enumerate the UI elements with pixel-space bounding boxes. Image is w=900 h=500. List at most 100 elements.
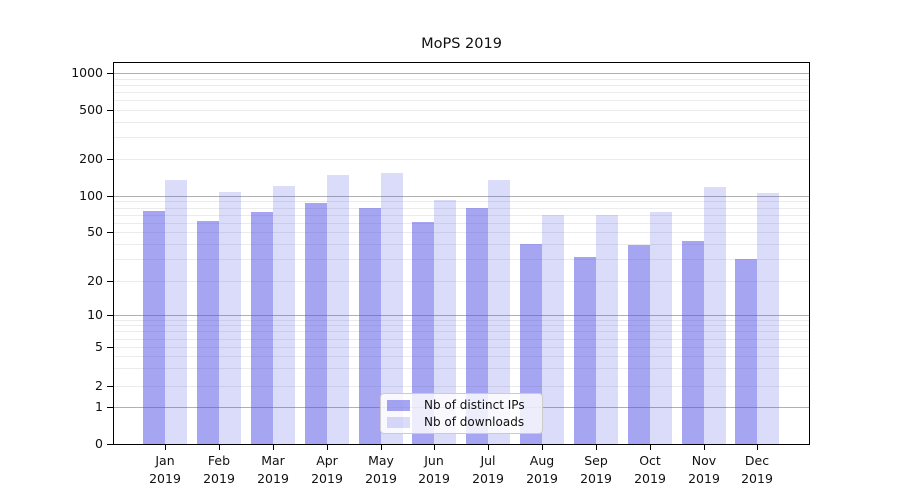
y-tick-mark-1000	[107, 73, 113, 74]
x-tick-mark-jun-2019	[434, 445, 435, 450]
gridline-minor-80	[114, 208, 809, 209]
bar-nb-of-distinct-ips-mar-2019	[251, 212, 273, 444]
bar-nb-of-downloads-apr-2019	[327, 175, 349, 444]
legend-item-distinct-ips: Nb of distinct IPs	[387, 398, 536, 412]
x-tick-mark-apr-2019	[327, 445, 328, 450]
y-tick-label-1000: 1000	[71, 65, 103, 80]
bar-nb-of-downloads-may-2019	[381, 173, 403, 444]
gridline-minor-40	[114, 244, 809, 245]
y-tick-mark-100	[107, 196, 113, 197]
gridline-minor-70	[114, 215, 809, 216]
gridline-minor-30	[114, 259, 809, 260]
legend-swatch-distinct-ips	[387, 399, 410, 411]
legend-item-downloads: Nb of downloads	[387, 415, 536, 429]
y-tick-mark-5	[107, 347, 113, 348]
x-tick-mark-may-2019	[381, 445, 382, 450]
x-tick-label-feb-2019: Feb 2019	[203, 453, 235, 486]
bar-nb-of-downloads-aug-2019	[542, 215, 564, 444]
x-tick-mark-aug-2019	[542, 445, 543, 450]
bar-nb-of-downloads-oct-2019	[650, 212, 672, 444]
bar-nb-of-downloads-mar-2019	[273, 186, 295, 444]
x-tick-label-sep-2019: Sep 2019	[580, 453, 612, 486]
y-tick-label-100: 100	[79, 188, 103, 203]
y-tick-mark-200	[107, 159, 113, 160]
x-tick-label-jan-2019: Jan 2019	[149, 453, 181, 486]
legend-swatch-downloads	[387, 416, 410, 428]
y-tick-label-1: 1	[95, 399, 103, 414]
bar-nb-of-distinct-ips-jun-2019	[412, 222, 434, 444]
y-tick-label-5: 5	[95, 339, 103, 354]
gridline-minor-400	[114, 122, 809, 123]
y-tick-mark-10	[107, 315, 113, 316]
gridline-minor-700	[114, 92, 809, 93]
x-tick-label-aug-2019: Aug 2019	[526, 453, 558, 486]
x-tick-label-apr-2019: Apr 2019	[311, 453, 343, 486]
y-tick-label-500: 500	[79, 102, 103, 117]
gridline-minor-2	[114, 386, 809, 387]
bar-nb-of-distinct-ips-jul-2019	[466, 208, 488, 444]
x-tick-label-jun-2019: Jun 2019	[418, 453, 450, 486]
chart-title: MoPS 2019	[421, 36, 502, 52]
bar-nb-of-distinct-ips-feb-2019	[197, 221, 219, 444]
bar-nb-of-downloads-jul-2019	[488, 180, 510, 444]
y-tick-label-0: 0	[95, 436, 103, 451]
y-tick-label-10: 10	[87, 307, 103, 322]
y-tick-label-50: 50	[87, 224, 103, 239]
gridline-major-1000	[114, 73, 809, 74]
y-tick-mark-2	[107, 386, 113, 387]
bar-nb-of-distinct-ips-may-2019	[359, 208, 381, 444]
y-tick-mark-20	[107, 281, 113, 282]
x-tick-label-mar-2019: Mar 2019	[257, 453, 289, 486]
gridline-minor-90	[114, 201, 809, 202]
bar-nb-of-downloads-jan-2019	[165, 180, 187, 444]
y-tick-label-200: 200	[79, 151, 103, 166]
gridline-minor-7	[114, 331, 809, 332]
bar-nb-of-downloads-nov-2019	[704, 187, 726, 444]
y-tick-mark-50	[107, 232, 113, 233]
gridline-minor-5	[114, 347, 809, 348]
x-tick-label-jul-2019: Jul 2019	[472, 453, 504, 486]
gridline-minor-200	[114, 159, 809, 160]
bar-nb-of-distinct-ips-jan-2019	[143, 211, 165, 444]
gridline-minor-6	[114, 339, 809, 340]
bar-nb-of-distinct-ips-nov-2019	[682, 241, 704, 444]
bar-nb-of-downloads-jun-2019	[434, 200, 456, 444]
bar-nb-of-distinct-ips-oct-2019	[628, 245, 650, 444]
legend-label-distinct-ips: Nb of distinct IPs	[424, 398, 525, 412]
x-tick-label-dec-2019: Dec 2019	[741, 453, 773, 486]
x-tick-mark-sep-2019	[596, 445, 597, 450]
x-tick-mark-oct-2019	[650, 445, 651, 450]
gridline-minor-8	[114, 325, 809, 326]
bar-nb-of-downloads-feb-2019	[219, 192, 241, 444]
gridline-minor-300	[114, 137, 809, 138]
x-tick-mark-dec-2019	[757, 445, 758, 450]
legend: Nb of distinct IPs Nb of downloads	[380, 393, 543, 434]
gridline-minor-900	[114, 79, 809, 80]
x-tick-mark-mar-2019	[273, 445, 274, 450]
gridline-minor-60	[114, 223, 809, 224]
gridline-minor-50	[114, 232, 809, 233]
y-tick-label-20: 20	[87, 273, 103, 288]
y-tick-label-2: 2	[95, 378, 103, 393]
x-tick-mark-jan-2019	[165, 445, 166, 450]
gridline-major-10	[114, 315, 809, 316]
y-tick-mark-500	[107, 110, 113, 111]
gridline-minor-500	[114, 110, 809, 111]
bar-nb-of-distinct-ips-sep-2019	[574, 257, 596, 444]
y-tick-mark-0	[107, 444, 113, 445]
gridline-minor-3	[114, 368, 809, 369]
gridline-minor-600	[114, 100, 809, 101]
bar-nb-of-distinct-ips-dec-2019	[735, 259, 757, 444]
x-tick-label-nov-2019: Nov 2019	[688, 453, 720, 486]
y-tick-mark-1	[107, 407, 113, 408]
gridline-minor-20	[114, 281, 809, 282]
bar-nb-of-downloads-sep-2019	[596, 215, 618, 444]
x-tick-mark-nov-2019	[704, 445, 705, 450]
legend-label-downloads: Nb of downloads	[424, 415, 525, 429]
x-tick-label-oct-2019: Oct 2019	[634, 453, 666, 486]
gridline-minor-4	[114, 356, 809, 357]
gridline-minor-9	[114, 320, 809, 321]
gridline-minor-800	[114, 85, 809, 86]
bar-nb-of-downloads-dec-2019	[757, 193, 779, 444]
